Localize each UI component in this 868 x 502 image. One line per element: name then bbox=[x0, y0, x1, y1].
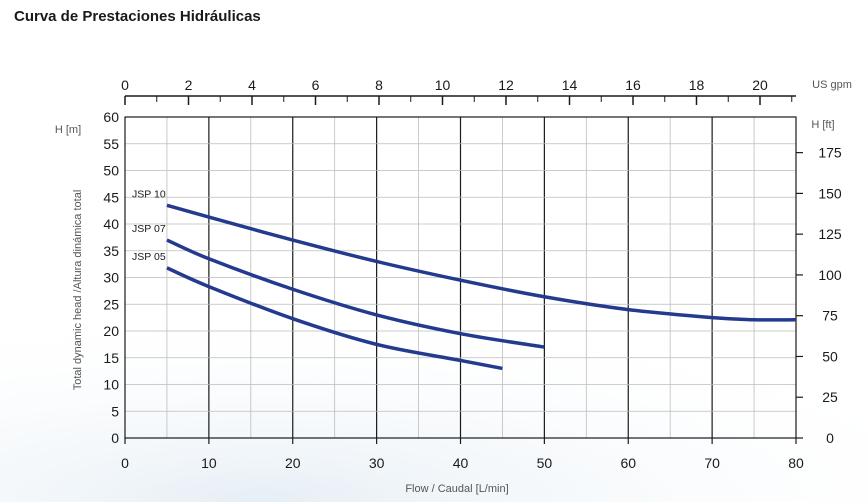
right-axis-tick-label: 175 bbox=[818, 145, 842, 161]
background-watermark bbox=[0, 280, 868, 502]
y-axis-tick-label: 0 bbox=[111, 430, 119, 446]
y-axis-tick-label: 35 bbox=[103, 243, 119, 259]
top-axis-tick-label: 20 bbox=[752, 77, 768, 93]
top-axis-tick-label: 2 bbox=[185, 77, 193, 93]
series-label-jsp-07: JSP 07 bbox=[132, 223, 166, 235]
top-axis-tick-label: 0 bbox=[121, 77, 129, 93]
top-axis-tick-label: 16 bbox=[625, 77, 641, 93]
y-axis-tick-label: 10 bbox=[103, 377, 119, 393]
right-axis-tick-label: 100 bbox=[818, 267, 842, 283]
x-axis-tick-label: 10 bbox=[201, 455, 217, 471]
right-axis-tick-label: 150 bbox=[818, 185, 842, 201]
y-unit-right: H [ft] bbox=[811, 119, 834, 131]
top-axis-tick-label: 10 bbox=[435, 77, 451, 93]
series-label-jsp-05: JSP 05 bbox=[132, 251, 166, 263]
x-axis-tick-label: 30 bbox=[369, 455, 385, 471]
right-axis-tick-label: 0 bbox=[826, 430, 834, 446]
y-axis-tick-label: 55 bbox=[103, 136, 119, 152]
top-axis-tick-label: 8 bbox=[375, 77, 383, 93]
top-axis-tick-label: 6 bbox=[312, 77, 320, 93]
right-axis-tick-label: 25 bbox=[822, 389, 838, 405]
right-axis-tick-label: 50 bbox=[822, 348, 838, 364]
x-axis-tick-label: 60 bbox=[620, 455, 636, 471]
series-line-jsp-10 bbox=[166, 203, 797, 322]
page-title: Curva de Prestaciones Hidráulicas bbox=[14, 8, 261, 25]
y-axis-tick-label: 5 bbox=[111, 403, 119, 419]
y-axis-tick-label: 20 bbox=[103, 323, 119, 339]
top-axis-tick-label: 4 bbox=[248, 77, 256, 93]
y-axis-tick-label: 40 bbox=[103, 216, 119, 232]
x-axis-tick-label: 50 bbox=[537, 455, 553, 471]
y-axis-label: Total dynamic head /Altura dinámica tota… bbox=[72, 190, 84, 391]
y-axis-tick-label: 30 bbox=[103, 270, 119, 286]
y-axis-tick-label: 60 bbox=[103, 109, 119, 125]
y-unit-left: H [m] bbox=[55, 124, 81, 136]
top-axis-tick-label: 18 bbox=[689, 77, 705, 93]
x-axis-tick-label: 80 bbox=[788, 455, 804, 471]
x-axis-label: Flow / Caudal [L/min] bbox=[405, 483, 508, 495]
right-axis-tick-label: 125 bbox=[818, 226, 842, 242]
y-axis-tick-label: 50 bbox=[103, 163, 119, 179]
x-axis-tick-label: 70 bbox=[704, 455, 720, 471]
x-axis-tick-label: 40 bbox=[453, 455, 469, 471]
y-axis-tick-label: 45 bbox=[103, 189, 119, 205]
x-axis-tick-label: 20 bbox=[285, 455, 301, 471]
y-axis-tick-label: 15 bbox=[103, 350, 119, 366]
series-line-jsp-05 bbox=[166, 266, 503, 371]
top-axis-tick-label: 14 bbox=[562, 77, 578, 93]
y-axis-tick-label: 25 bbox=[103, 296, 119, 312]
series-line-jsp-07 bbox=[166, 238, 545, 349]
x-unit-top: US gpm bbox=[812, 79, 852, 91]
right-axis-tick-label: 75 bbox=[822, 308, 838, 324]
series-label-jsp-10: JSP 10 bbox=[132, 188, 166, 200]
top-axis-tick-label: 12 bbox=[498, 77, 514, 93]
x-axis-tick-label: 0 bbox=[121, 455, 129, 471]
